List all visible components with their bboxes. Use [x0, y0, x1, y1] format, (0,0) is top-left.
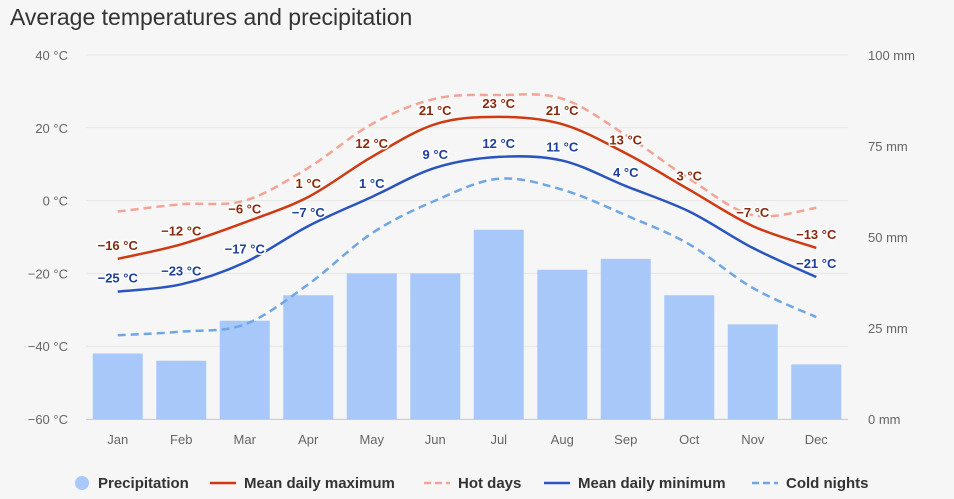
min-data-label: 4 °C	[613, 165, 639, 180]
x-tick-label: Mar	[234, 432, 257, 447]
y-left-tick-label: 40 °C	[35, 48, 68, 63]
legend-item-mean-daily-maximum[interactable]: Mean daily maximum	[210, 470, 395, 496]
precipitation-bar	[219, 320, 270, 419]
dashed-line-icon	[424, 481, 450, 485]
min-data-label: 12 °C	[482, 136, 515, 151]
legend-item-precipitation[interactable]: Precipitation	[74, 470, 189, 496]
y-left-tick-label: 0 °C	[43, 194, 68, 209]
legend-item-cold-nights[interactable]: Cold nights	[752, 470, 869, 496]
legend-label: Mean daily maximum	[244, 474, 395, 492]
x-tick-label: May	[359, 432, 384, 447]
precipitation-bar	[346, 273, 397, 419]
y-right-tick-label: 75 mm	[868, 139, 908, 154]
min-data-label: 1 °C	[359, 176, 385, 191]
max-data-label: 3 °C	[677, 169, 703, 184]
precipitation-bar	[410, 273, 461, 419]
chart-title: Average temperatures and precipitation	[10, 4, 413, 30]
min-data-label: −23 °C	[161, 263, 202, 278]
mean-max-series-line	[117, 115, 817, 261]
y-right-tick-label: 50 mm	[868, 230, 908, 245]
precipitation-dot-icon	[75, 476, 89, 490]
y-right-tick-label: 0 mm	[868, 412, 901, 427]
x-tick-label: Oct	[679, 432, 700, 447]
precipitation-bar	[156, 360, 207, 419]
precipitation-bar	[727, 324, 778, 419]
max-data-label: 13 °C	[609, 132, 642, 147]
y-right-tick-label: 100 mm	[868, 48, 915, 63]
max-data-label: 1 °C	[296, 176, 322, 191]
x-tick-label: Nov	[741, 432, 765, 447]
legend-item-mean-daily-minimum[interactable]: Mean daily minimum	[544, 470, 726, 496]
min-data-label: 11 °C	[546, 140, 579, 155]
precipitation-bar	[600, 258, 651, 419]
x-tick-label: Feb	[170, 432, 192, 447]
min-data-label: −7 °C	[292, 205, 326, 220]
x-tick-label: Jul	[490, 432, 507, 447]
precipitation-bar	[283, 295, 334, 419]
x-tick-label: Jun	[425, 432, 446, 447]
dashed-line-icon	[752, 481, 778, 485]
y-left-tick-label: −20 °C	[28, 266, 68, 281]
mean-min-series-line	[117, 154, 817, 293]
max-data-label: −6 °C	[228, 201, 262, 216]
max-data-label: 21 °C	[419, 103, 452, 118]
precipitation-bar	[664, 295, 715, 419]
precipitation-bar	[791, 364, 842, 419]
cold-nights-series-line	[117, 177, 817, 337]
min-data-label: 9 °C	[423, 147, 449, 162]
max-data-label: −12 °C	[161, 223, 202, 238]
precipitation-bar	[537, 269, 588, 419]
y-left-tick-label: −40 °C	[28, 339, 68, 354]
y-left-tick-label: −60 °C	[28, 412, 68, 427]
x-tick-label: Jan	[107, 432, 128, 447]
min-data-label: −21 °C	[796, 256, 837, 271]
legend-item-hot-days[interactable]: Hot days	[424, 470, 521, 496]
solid-line-icon	[544, 481, 570, 485]
x-tick-label: Aug	[551, 432, 574, 447]
max-data-label: −16 °C	[98, 238, 139, 253]
max-data-label: 23 °C	[482, 96, 515, 111]
precipitation-bar	[473, 229, 524, 419]
legend-label: Cold nights	[786, 474, 869, 492]
max-data-label: 21 °C	[546, 103, 579, 118]
min-data-label: −17 °C	[225, 241, 266, 256]
solid-line-icon	[210, 481, 236, 485]
max-data-label: 12 °C	[355, 136, 388, 151]
y-left-tick-label: 20 °C	[35, 121, 68, 136]
legend-label: Mean daily minimum	[578, 474, 726, 492]
legend-label: Hot days	[458, 474, 522, 492]
min-data-label: −25 °C	[98, 271, 139, 286]
hot-days-series-line	[117, 93, 817, 218]
x-tick-label: Sep	[614, 432, 637, 447]
max-data-label: −13 °C	[796, 227, 837, 242]
max-data-label: −7 °C	[736, 205, 770, 220]
legend-label: Precipitation	[98, 474, 189, 492]
x-tick-label: Apr	[298, 432, 319, 447]
x-tick-label: Dec	[805, 432, 829, 447]
legend: Precipitation Mean daily maximum Hot day…	[0, 470, 954, 496]
precipitation-bar	[92, 353, 143, 419]
y-right-tick-label: 25 mm	[868, 321, 908, 336]
chart-svg: 40 °C 20 °C 0 °C −20 °C −40 °C −60 °C 100 mm 75…	[28, 48, 915, 447]
